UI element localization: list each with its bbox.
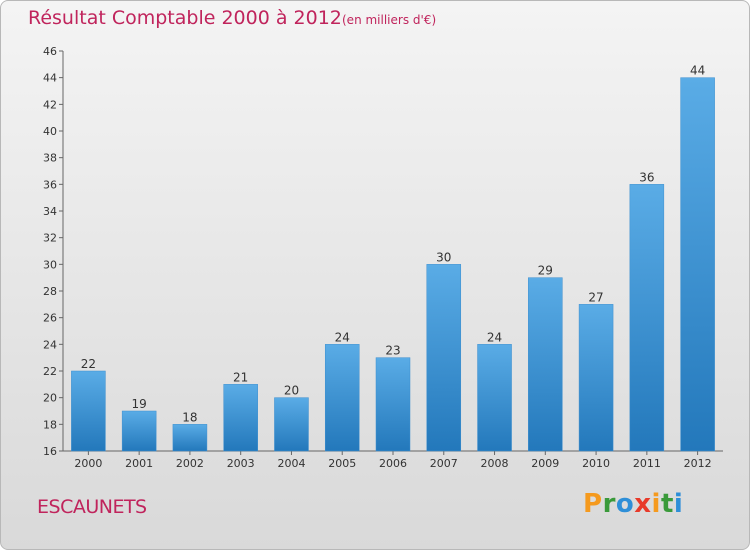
x-tick-label: 2011 — [633, 457, 661, 470]
bar — [324, 344, 360, 452]
bar — [426, 264, 462, 452]
commune-name: ESCAUNETS — [37, 496, 147, 518]
bar — [578, 304, 614, 452]
bar — [274, 397, 309, 452]
y-tick-label: 16 — [43, 445, 57, 458]
bar — [477, 344, 512, 452]
x-tick-label: 2008 — [481, 457, 509, 470]
data-label: 24 — [335, 330, 350, 344]
x-tick-label: 2002 — [176, 457, 204, 470]
x-tick-label: 2012 — [684, 457, 712, 470]
bar — [375, 357, 411, 452]
chart-title: Résultat Comptable 2000 à 2012 — [28, 7, 342, 29]
logo-letter: o — [615, 489, 635, 519]
x-tick-label: 2009 — [531, 457, 559, 470]
data-label: 29 — [538, 264, 553, 278]
x-tick-label: 2006 — [379, 457, 407, 470]
y-tick-label: 20 — [43, 392, 57, 405]
bar — [528, 277, 563, 452]
data-label: 44 — [690, 64, 705, 78]
x-tick-label: 2001 — [125, 457, 153, 470]
x-tick-label: 2003 — [227, 457, 255, 470]
y-tick-label: 28 — [43, 285, 57, 298]
logo-letter: t — [660, 489, 674, 519]
y-tick-label: 32 — [43, 232, 57, 245]
data-label: 23 — [385, 344, 400, 358]
y-tick-label: 22 — [43, 365, 57, 378]
y-tick-label: 40 — [43, 125, 57, 138]
bar — [629, 184, 665, 452]
y-tick-label: 24 — [43, 338, 57, 351]
x-tick-label: 2004 — [277, 457, 305, 470]
data-label: 18 — [182, 410, 197, 424]
data-label: 22 — [81, 357, 96, 371]
logo-letter: i — [673, 489, 684, 519]
data-label: 20 — [284, 384, 299, 398]
y-tick-label: 26 — [43, 312, 57, 325]
data-label: 19 — [132, 397, 147, 411]
bar — [71, 370, 106, 452]
data-label: 30 — [436, 250, 451, 264]
y-tick-label: 30 — [43, 258, 57, 271]
bar — [223, 384, 258, 452]
data-label: 27 — [588, 290, 603, 304]
y-tick-label: 44 — [43, 72, 57, 85]
y-tick-label: 42 — [43, 98, 57, 111]
y-tick-label: 18 — [43, 418, 57, 431]
proxiti-logo: Proxiti — [583, 489, 683, 519]
bar — [172, 424, 208, 452]
y-tick-label: 38 — [43, 152, 57, 165]
logo-letter: r — [602, 489, 616, 519]
y-tick-label: 46 — [43, 45, 57, 58]
x-tick-label: 2005 — [328, 457, 356, 470]
logo-letter: P — [583, 489, 603, 519]
data-label: 21 — [233, 370, 248, 384]
data-label: 36 — [639, 170, 654, 184]
logo-letter: x — [634, 489, 652, 519]
y-tick-label: 34 — [43, 205, 57, 218]
y-tick-label: 36 — [43, 178, 57, 191]
chart-subtitle: (en milliers d'€) — [342, 13, 437, 27]
logo-letter: i — [651, 489, 661, 519]
x-tick-label: 2000 — [74, 457, 102, 470]
bar — [680, 77, 715, 452]
x-tick-label: 2007 — [430, 457, 458, 470]
data-label: 24 — [487, 330, 502, 344]
x-tick-label: 2010 — [582, 457, 610, 470]
bar — [121, 410, 157, 452]
